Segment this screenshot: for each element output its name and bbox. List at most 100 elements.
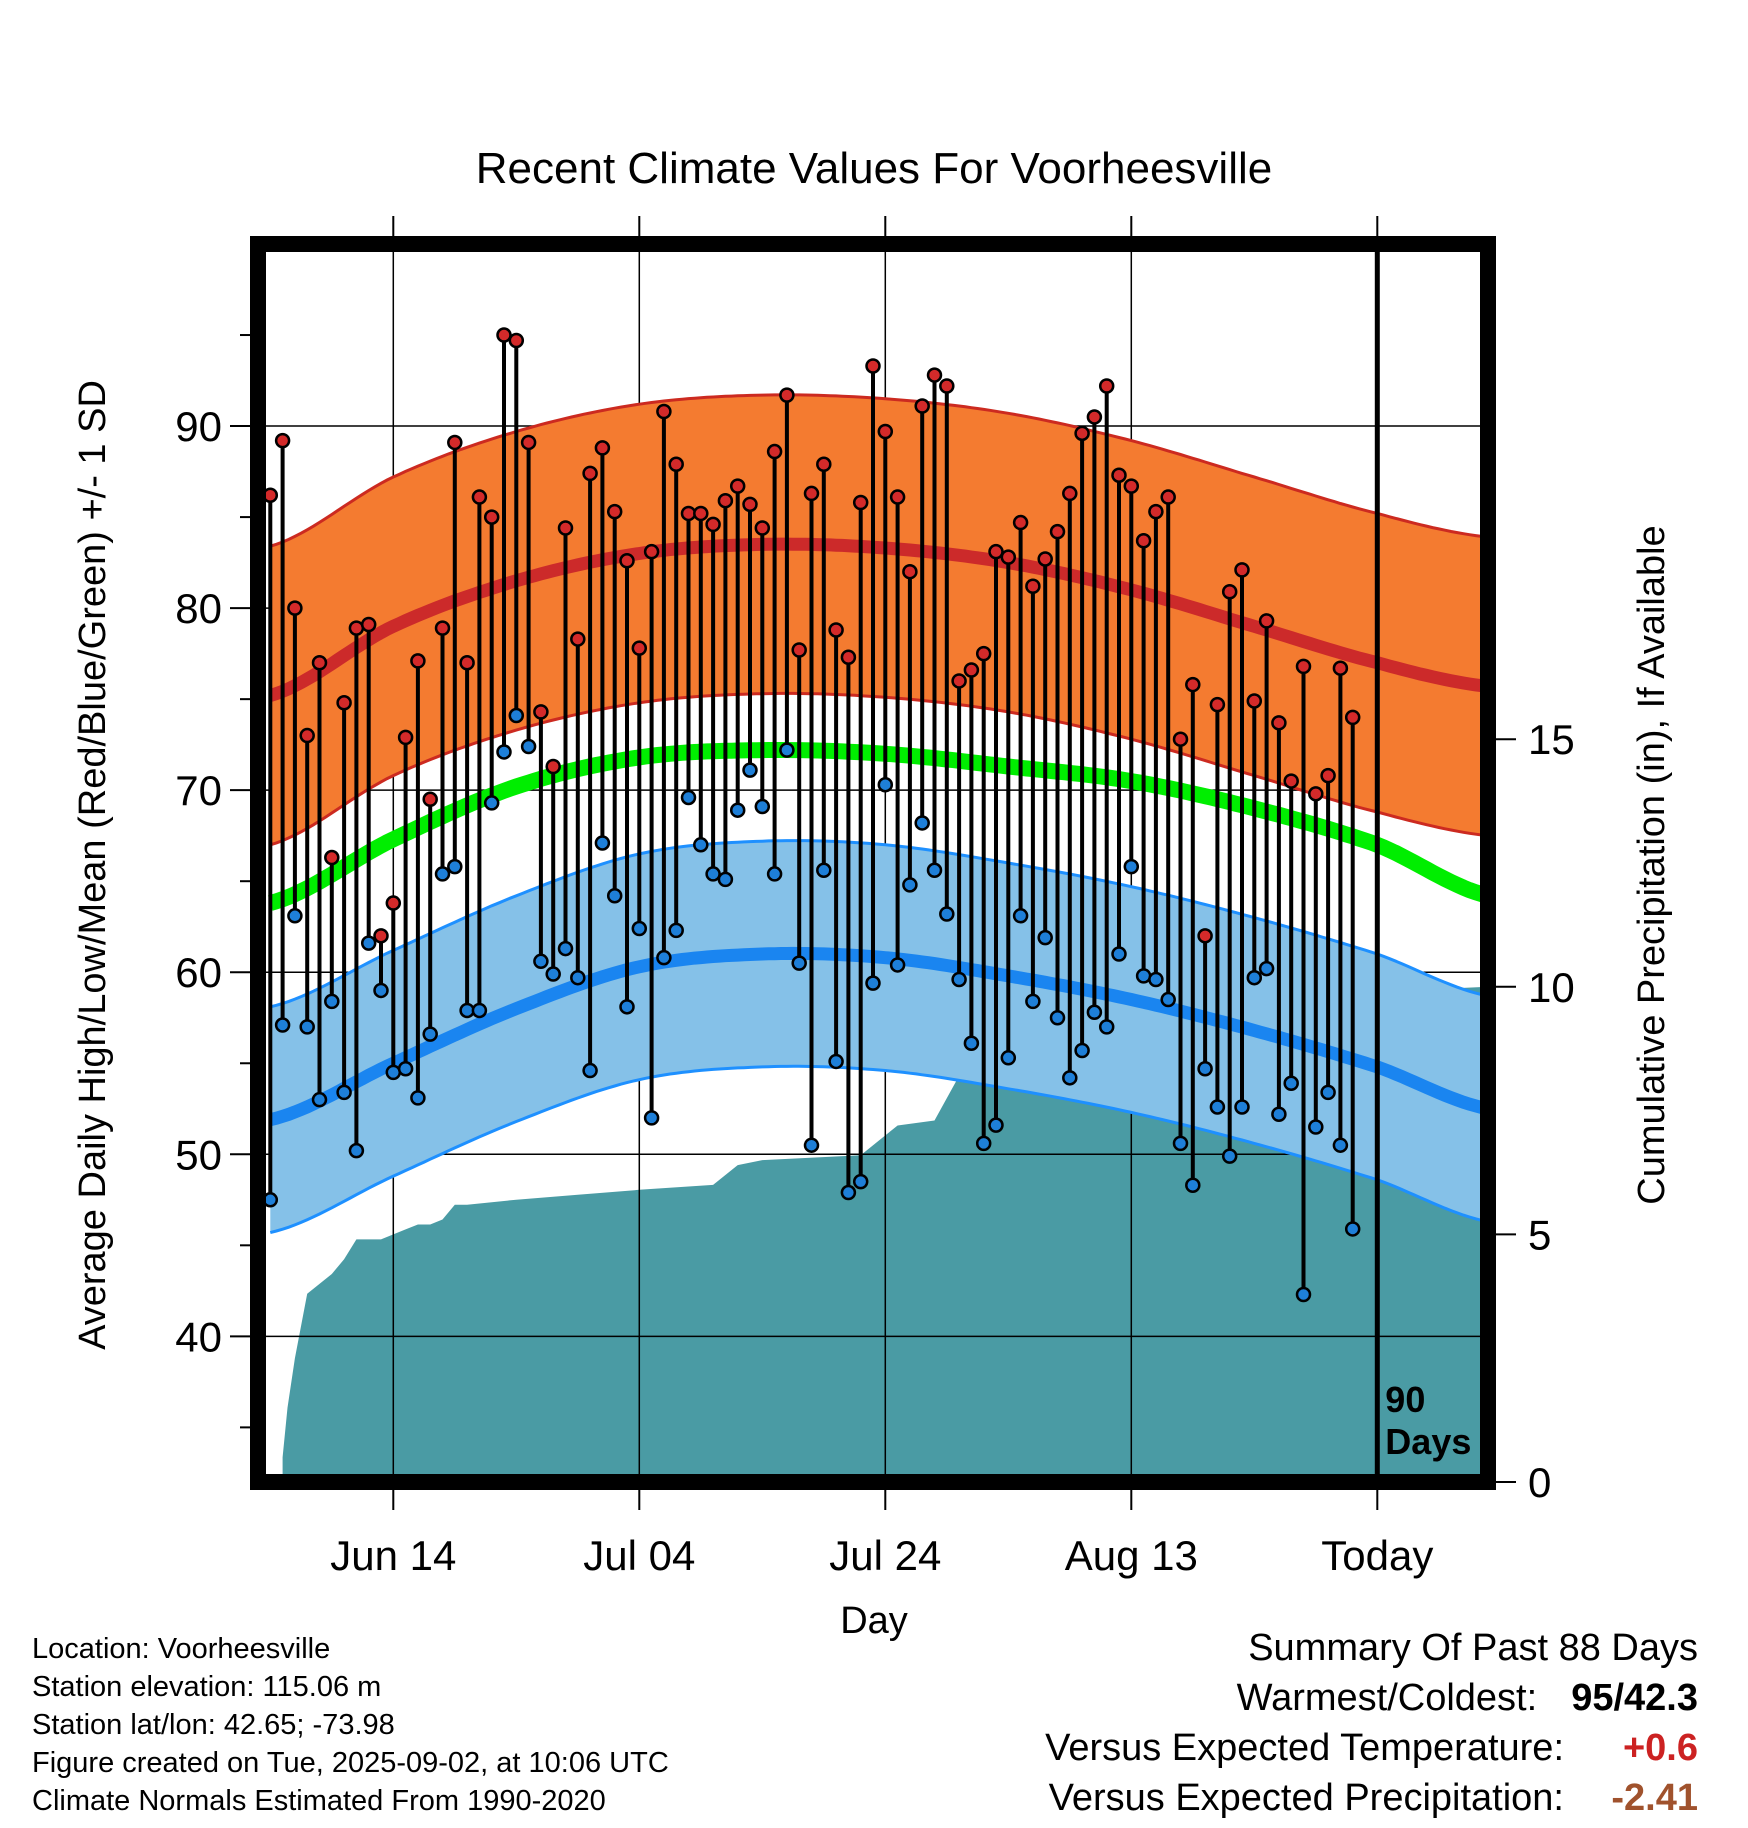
daily-high-point: [779, 387, 795, 403]
daily-high-point: [693, 505, 709, 522]
summary-panel: Summary Of Past 88 Days Warmest/Coldest:…: [1045, 1627, 1698, 1827]
y-tick-label: 60: [175, 949, 222, 996]
daily-low-point: [508, 707, 525, 724]
today-marker-days-number: 90: [1385, 1379, 1425, 1420]
daily-low-point: [1172, 1135, 1189, 1152]
temp-label: Versus Expected Temperature:: [1045, 1727, 1564, 1769]
daily-low-point: [1271, 1106, 1287, 1122]
x-tick-label: Aug 13: [1065, 1532, 1198, 1579]
daily-low-point: [680, 789, 697, 806]
daily-high-point: [520, 434, 537, 451]
daily-high-point: [1258, 613, 1275, 629]
warmest-value: 95: [1571, 1677, 1614, 1719]
daily-low-point: [471, 1002, 488, 1019]
y2-axis-label: Cumulative Precipitation (in), If Availa…: [1631, 525, 1673, 1204]
daily-high-point: [1221, 583, 1238, 600]
daily-high-point: [385, 895, 402, 911]
daily-low-point: [287, 908, 303, 924]
daily-low-point: [963, 1035, 980, 1051]
daily-high-point: [1037, 551, 1053, 567]
daily-high-point: [988, 543, 1004, 560]
daily-high-point: [902, 563, 918, 580]
daily-low-point: [1234, 1099, 1250, 1115]
daily-high-point: [1135, 533, 1152, 549]
daily-high-point: [889, 489, 906, 505]
y-tick-label: 70: [175, 767, 222, 814]
daily-high-point: [557, 520, 574, 536]
daily-low-point: [754, 798, 771, 815]
low-lower-edge: [269, 1064, 1488, 1235]
x-tick-label: Jun 14: [330, 1532, 456, 1579]
normals-text: Climate Normals Estimated From 1990-2020: [32, 1785, 606, 1817]
daily-high-point: [1049, 523, 1066, 540]
daily-low-point: [1012, 908, 1029, 924]
daily-high-point: [668, 456, 684, 473]
daily-low-point: [852, 1173, 869, 1190]
created-text: Figure created on Tue, 2025-09-02, at 10…: [32, 1747, 669, 1779]
warm-cold-value: 95/42.3: [1571, 1677, 1698, 1719]
daily-low-point: [1135, 968, 1152, 984]
daily-high-point: [459, 654, 475, 671]
x-tick-label: Jul 24: [829, 1532, 941, 1579]
daily-high-point: [1086, 409, 1103, 425]
daily-low-point: [1062, 1070, 1078, 1086]
x-axis-label: Day: [840, 1600, 908, 1642]
daily-low-point: [1025, 993, 1041, 1010]
daily-high-point: [274, 432, 291, 449]
daily-low-point: [988, 1117, 1004, 1133]
daily-low-point: [766, 866, 783, 882]
daily-low-point: [1160, 991, 1176, 1008]
daily-high-point: [1111, 467, 1127, 483]
daily-high-point: [324, 849, 340, 866]
daily-low-point: [729, 802, 746, 818]
daily-high-point: [483, 509, 500, 525]
daily-high-point: [496, 327, 512, 343]
daily-high-point: [422, 791, 438, 808]
daily-high-point: [803, 485, 820, 502]
daily-high-point: [816, 456, 832, 473]
low-upper-edge: [269, 839, 1488, 1009]
daily-low-point: [1258, 960, 1275, 977]
daily-low-point: [705, 866, 721, 882]
daily-high-point: [594, 440, 611, 456]
daily-high-point: [1344, 709, 1361, 726]
daily-low-point: [656, 949, 672, 966]
daily-low-point: [619, 999, 635, 1015]
daily-high-point: [1123, 478, 1140, 494]
daily-high-point: [434, 620, 451, 636]
temp-row: Versus Expected Temperature: +0.6: [1045, 1727, 1698, 1777]
daily-low-point: [1000, 1050, 1017, 1066]
daily-low-point: [1086, 1004, 1103, 1021]
daily-low-point: [1049, 1010, 1066, 1026]
daily-high-point: [1295, 658, 1312, 675]
daily-low-point: [545, 966, 561, 982]
daily-low-point: [1344, 1221, 1361, 1237]
daily-low-point: [1295, 1286, 1312, 1303]
x-tick-label: Today: [1321, 1532, 1433, 1579]
daily-high-point: [926, 367, 943, 383]
warm-cold-row: Warmest/Coldest: 95/42.3: [1045, 1677, 1698, 1727]
daily-low-point: [1308, 1119, 1324, 1135]
daily-high-point: [852, 494, 869, 511]
daily-high-point: [1148, 503, 1164, 520]
daily-low-point: [717, 871, 734, 888]
daily-high-point: [729, 478, 746, 494]
daily-high-point: [410, 653, 426, 669]
daily-low-point: [447, 858, 463, 875]
daily-low-point: [557, 940, 574, 957]
daily-high-point: [287, 600, 303, 616]
daily-low-point: [1037, 929, 1053, 946]
daily-low-point: [533, 953, 549, 970]
daily-low-point: [926, 862, 943, 879]
daily-high-point: [1308, 786, 1324, 802]
daily-high-point: [1283, 773, 1299, 789]
daily-high-point: [951, 673, 967, 689]
daily-low-point: [902, 877, 918, 893]
daily-low-point: [828, 1053, 844, 1070]
daily-high-point: [570, 631, 586, 647]
daily-high-point: [963, 662, 980, 678]
daily-low-point: [1246, 969, 1263, 986]
daily-low-point: [1283, 1075, 1299, 1092]
daily-high-point: [754, 520, 771, 536]
